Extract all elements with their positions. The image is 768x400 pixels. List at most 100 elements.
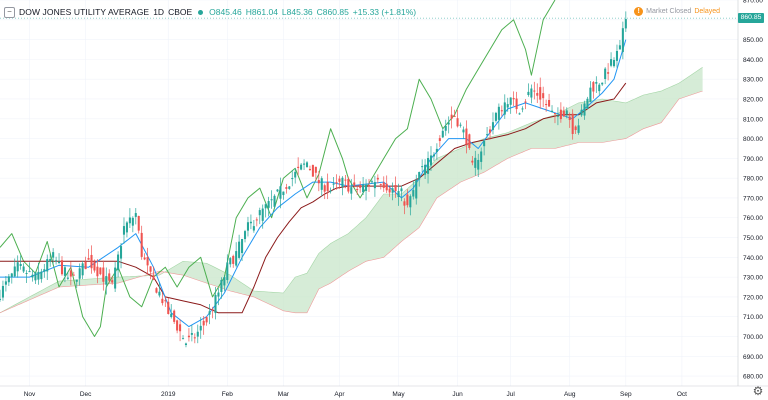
candle-body[interactable] xyxy=(601,82,604,85)
candle-body[interactable] xyxy=(311,165,314,177)
candle-body[interactable] xyxy=(181,338,185,340)
candle-body[interactable] xyxy=(305,162,309,168)
candle-body[interactable] xyxy=(238,241,241,258)
candle-body[interactable] xyxy=(480,151,483,162)
candle-body[interactable] xyxy=(205,317,208,323)
candle-body[interactable] xyxy=(367,184,371,187)
candle-body[interactable] xyxy=(545,104,548,106)
candle-body[interactable] xyxy=(338,178,341,182)
candle-body[interactable] xyxy=(586,98,589,109)
candle-body[interactable] xyxy=(264,204,267,209)
candle-body[interactable] xyxy=(421,166,424,168)
candle-body[interactable] xyxy=(565,110,568,115)
candle-body[interactable] xyxy=(108,273,111,281)
candle-body[interactable] xyxy=(63,267,66,276)
candle-body[interactable] xyxy=(279,186,282,199)
candle-body[interactable] xyxy=(0,298,2,300)
candle-body[interactable] xyxy=(276,189,279,192)
candle-body[interactable] xyxy=(356,189,359,191)
candle-body[interactable] xyxy=(320,178,323,190)
candle-body[interactable] xyxy=(285,187,288,189)
candle-body[interactable] xyxy=(515,98,518,110)
candle-body[interactable] xyxy=(149,266,152,272)
candle-body[interactable] xyxy=(359,185,362,188)
candle-body[interactable] xyxy=(323,185,326,192)
candle-body[interactable] xyxy=(119,246,123,259)
candle-body[interactable] xyxy=(494,112,497,121)
candle-body[interactable] xyxy=(226,262,229,281)
candle-body[interactable] xyxy=(40,271,43,280)
candle-body[interactable] xyxy=(93,261,96,271)
candle-body[interactable] xyxy=(365,184,368,191)
candle-body[interactable] xyxy=(533,90,536,92)
candle-body[interactable] xyxy=(400,188,403,192)
candle-body[interactable] xyxy=(332,183,335,185)
candle-body[interactable] xyxy=(125,222,128,233)
candle-body[interactable] xyxy=(530,88,533,98)
candle-body[interactable] xyxy=(580,109,583,116)
candle-body[interactable] xyxy=(621,28,624,52)
candle-body[interactable] xyxy=(474,157,477,168)
candle-body[interactable] xyxy=(553,113,557,115)
candle-body[interactable] xyxy=(90,254,93,269)
candle-body[interactable] xyxy=(424,164,427,175)
candle-body[interactable] xyxy=(102,267,105,282)
candle-body[interactable] xyxy=(122,226,126,235)
candle-body[interactable] xyxy=(220,279,223,292)
candle-body[interactable] xyxy=(598,84,601,92)
candle-body[interactable] xyxy=(370,181,373,183)
candle-body[interactable] xyxy=(291,178,294,180)
candle-body[interactable] xyxy=(524,101,527,103)
candle-body[interactable] xyxy=(382,182,385,188)
candle-body[interactable] xyxy=(167,301,170,314)
candle-body[interactable] xyxy=(297,166,300,169)
candle-body[interactable] xyxy=(217,292,220,297)
candle-body[interactable] xyxy=(373,182,376,189)
candle-body[interactable] xyxy=(155,288,158,293)
candle-body[interactable] xyxy=(456,118,459,127)
candle-body[interactable] xyxy=(7,276,10,283)
candle-body[interactable] xyxy=(28,271,31,273)
candle-body[interactable] xyxy=(164,300,167,302)
candle-body[interactable] xyxy=(1,285,4,298)
candle-body[interactable] xyxy=(559,109,562,120)
candle-body[interactable] xyxy=(146,256,149,266)
candle-body[interactable] xyxy=(347,178,350,192)
candle-body[interactable] xyxy=(491,122,495,130)
candle-body[interactable] xyxy=(394,185,397,192)
candle-body[interactable] xyxy=(273,195,276,207)
candle-body[interactable] xyxy=(190,332,193,335)
candle-body[interactable] xyxy=(43,269,46,272)
candle-body[interactable] xyxy=(78,268,81,279)
candle-body[interactable] xyxy=(211,309,214,311)
candle-body[interactable] xyxy=(10,273,13,277)
interval-label[interactable]: 1D xyxy=(153,7,165,17)
candle-body[interactable] xyxy=(152,275,155,280)
candle-body[interactable] xyxy=(214,294,217,314)
price-axis[interactable]: 870.00860.00850.00840.00830.00820.00810.… xyxy=(737,0,768,400)
candle-body[interactable] xyxy=(486,134,489,136)
candle-body[interactable] xyxy=(335,182,338,184)
candle-body[interactable] xyxy=(96,266,99,277)
candle-body[interactable] xyxy=(137,215,140,231)
candle-body[interactable] xyxy=(52,252,55,258)
candle-body[interactable] xyxy=(447,122,450,125)
candle-body[interactable] xyxy=(117,254,120,271)
candle-body[interactable] xyxy=(568,116,571,120)
candle-body[interactable] xyxy=(326,182,329,192)
candle-body[interactable] xyxy=(317,180,320,184)
candle-body[interactable] xyxy=(477,159,480,170)
candle-body[interactable] xyxy=(618,45,621,50)
candle-body[interactable] xyxy=(610,59,613,66)
candle-body[interactable] xyxy=(500,110,503,112)
candle-body[interactable] xyxy=(314,166,317,173)
candle-body[interactable] xyxy=(615,50,619,61)
candle-body[interactable] xyxy=(4,281,7,285)
candle-body[interactable] xyxy=(232,255,235,264)
candle-body[interactable] xyxy=(184,343,188,345)
candle-body[interactable] xyxy=(418,172,421,180)
candle-body[interactable] xyxy=(282,191,285,196)
candle-body[interactable] xyxy=(362,184,365,193)
candle-body[interactable] xyxy=(483,140,486,147)
candle-body[interactable] xyxy=(69,270,72,277)
